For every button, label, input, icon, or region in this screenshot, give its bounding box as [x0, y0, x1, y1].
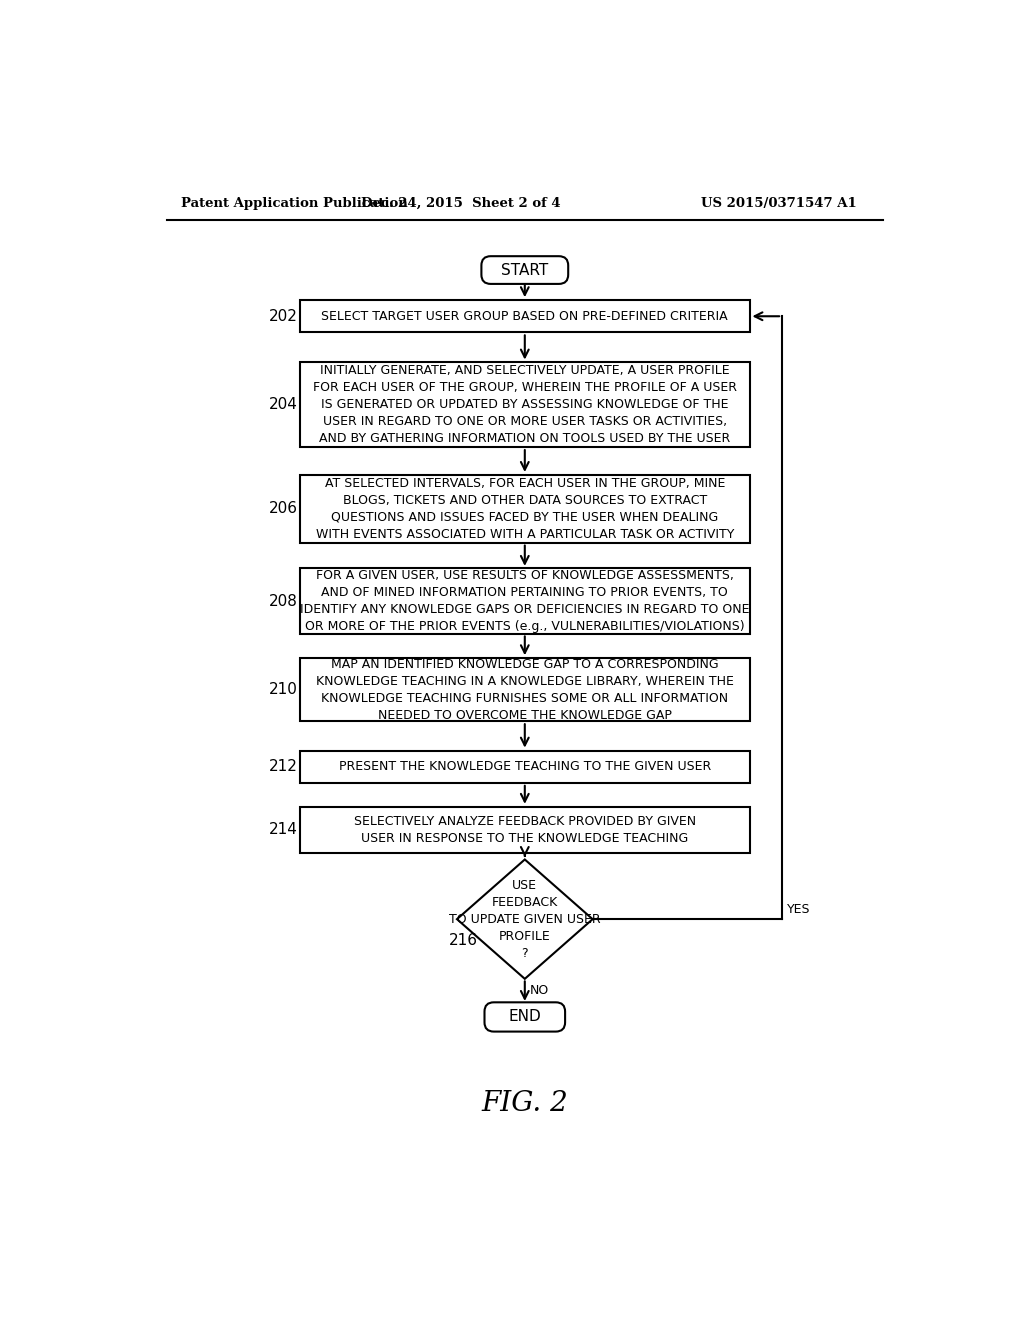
Text: 202: 202: [269, 309, 298, 323]
Bar: [300, 475, 750, 543]
Bar: [300, 807, 750, 853]
Text: 206: 206: [269, 502, 298, 516]
Text: 204: 204: [269, 397, 298, 412]
Bar: [300, 569, 750, 634]
Text: 214: 214: [269, 822, 298, 837]
Text: YES: YES: [786, 903, 810, 916]
Text: 212: 212: [269, 759, 298, 775]
Text: FIG. 2: FIG. 2: [481, 1090, 568, 1118]
Bar: [300, 659, 750, 721]
Text: END: END: [509, 1010, 541, 1024]
FancyBboxPatch shape: [481, 256, 568, 284]
Text: Dec. 24, 2015  Sheet 2 of 4: Dec. 24, 2015 Sheet 2 of 4: [361, 197, 561, 210]
Text: Patent Application Publication: Patent Application Publication: [180, 197, 408, 210]
Text: US 2015/0371547 A1: US 2015/0371547 A1: [700, 197, 856, 210]
Bar: [300, 300, 750, 333]
Text: SELECTIVELY ANALYZE FEEDBACK PROVIDED BY GIVEN
USER IN RESPONSE TO THE KNOWLEDGE: SELECTIVELY ANALYZE FEEDBACK PROVIDED BY…: [353, 814, 696, 845]
Text: 208: 208: [269, 594, 298, 609]
Text: INITIALLY GENERATE, AND SELECTIVELY UPDATE, A USER PROFILE
FOR EACH USER OF THE : INITIALLY GENERATE, AND SELECTIVELY UPDA…: [312, 364, 737, 445]
Text: 216: 216: [450, 933, 478, 948]
Text: SELECT TARGET USER GROUP BASED ON PRE-DEFINED CRITERIA: SELECT TARGET USER GROUP BASED ON PRE-DE…: [322, 310, 728, 323]
Text: AT SELECTED INTERVALS, FOR EACH USER IN THE GROUP, MINE
BLOGS, TICKETS AND OTHER: AT SELECTED INTERVALS, FOR EACH USER IN …: [315, 477, 734, 541]
Text: START: START: [501, 263, 549, 277]
Bar: [300, 751, 750, 783]
Text: USE
FEEDBACK
TO UPDATE GIVEN USER
PROFILE
?: USE FEEDBACK TO UPDATE GIVEN USER PROFIL…: [449, 879, 601, 960]
Text: FOR A GIVEN USER, USE RESULTS OF KNOWLEDGE ASSESSMENTS,
AND OF MINED INFORMATION: FOR A GIVEN USER, USE RESULTS OF KNOWLED…: [300, 569, 750, 634]
Text: MAP AN IDENTIFIED KNOWLEDGE GAP TO A CORRESPONDING
KNOWLEDGE TEACHING IN A KNOWL: MAP AN IDENTIFIED KNOWLEDGE GAP TO A COR…: [315, 657, 734, 722]
Polygon shape: [457, 859, 593, 979]
Text: NO: NO: [529, 985, 549, 998]
Text: PRESENT THE KNOWLEDGE TEACHING TO THE GIVEN USER: PRESENT THE KNOWLEDGE TEACHING TO THE GI…: [339, 760, 711, 774]
Text: 210: 210: [269, 682, 298, 697]
Bar: [300, 363, 750, 447]
FancyBboxPatch shape: [484, 1002, 565, 1032]
